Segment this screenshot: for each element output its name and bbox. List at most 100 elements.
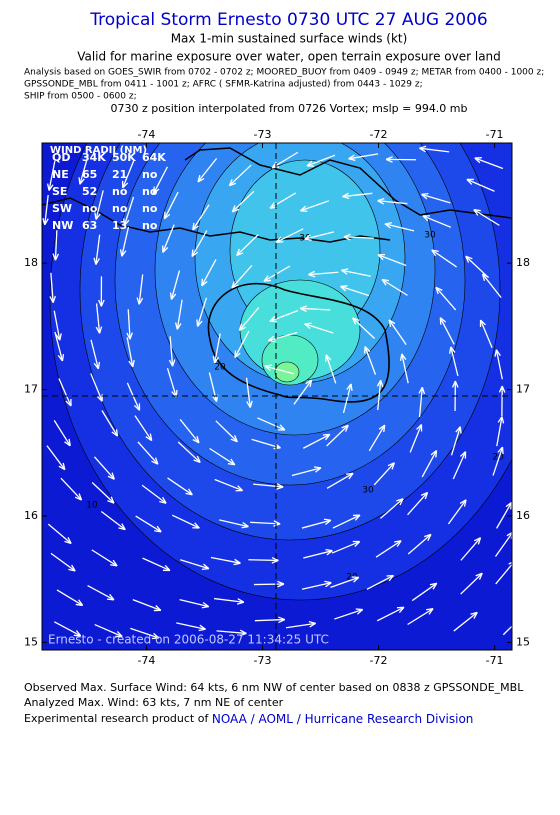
wind-arrow (422, 215, 451, 228)
wind-arrow-head (377, 197, 385, 205)
wind-arrow (191, 230, 208, 257)
wind-arrow (238, 307, 260, 331)
wind-arrow-head (264, 364, 272, 371)
wind-arrow (409, 424, 423, 453)
product-text: Experimental research product of (24, 712, 212, 725)
wind-arrow (264, 365, 295, 375)
wind-arrow (496, 416, 503, 447)
wind-arrow (376, 606, 405, 622)
wind-arrow (368, 424, 386, 452)
wind-arrow-head (325, 548, 333, 556)
y-tick-label: 18 (516, 256, 530, 269)
wind-arrow (166, 368, 177, 398)
wind-arrow-head (481, 273, 490, 282)
wind-arrow-head (435, 286, 443, 295)
wind-arrow-head (475, 572, 483, 580)
wind-arrow-head (352, 540, 361, 548)
wind-arrow (179, 419, 200, 444)
radii-cell: NW (52, 219, 73, 232)
wind-arrow (162, 224, 175, 253)
analysis-line: GPSSONDE_MBL from 0411 - 1001 z; AFRC ( … (24, 80, 423, 90)
wind-arrow-head (300, 205, 308, 212)
wind-arrow-head (396, 498, 404, 506)
wind-arrow-head (385, 156, 393, 163)
radii-cell: 65 (82, 168, 97, 181)
wind-arrow-head (233, 558, 241, 566)
wind-arrow (94, 623, 123, 638)
wind-arrow-head (55, 333, 62, 341)
wind-arrow (431, 249, 457, 268)
wind-arrow (130, 627, 160, 639)
wind-arrow (450, 426, 461, 456)
wind-arrow (231, 190, 255, 213)
wind-arrow-head (322, 433, 331, 441)
wind-arrow-head (198, 624, 206, 632)
link[interactable]: NOAA / AOML / Hurricane Research Divisio… (212, 712, 474, 726)
wind-arrow-head (119, 249, 127, 257)
wind-arrow-head (325, 354, 332, 362)
wind-arrow-head (241, 521, 249, 529)
wind-arrow (163, 191, 179, 220)
wind-arrow (127, 309, 131, 340)
wind-arrow-head (342, 192, 350, 200)
wind-arrow (197, 157, 218, 183)
wind-arrow (304, 323, 334, 334)
wind-arrow-head (230, 435, 238, 443)
wind-arrow (492, 446, 504, 476)
wind-arrow (214, 597, 244, 603)
wind-arrow (48, 160, 56, 191)
wind-arrow-head (323, 518, 332, 526)
wind-arrow (301, 519, 332, 529)
x-tick-label: -72 (370, 128, 388, 141)
wind-arrow-head (267, 335, 276, 343)
wind-arrow-head (110, 559, 118, 567)
wind-arrow-head (93, 257, 100, 265)
wind-arrow (364, 346, 377, 375)
wind-arrow (126, 382, 141, 411)
wind-arrow (453, 611, 478, 632)
analyzed-max: Analyzed Max. Wind: 63 kts, 7 nm NE of c… (24, 696, 284, 709)
wind-arrow (245, 377, 251, 408)
wind-arrow (257, 417, 286, 431)
y-tick-label: 18 (24, 256, 38, 269)
wind-arrow-head (68, 564, 76, 572)
wind-arrow-head (64, 536, 72, 545)
wind-arrow (388, 319, 407, 345)
wind-arrow-head (238, 323, 246, 332)
wind-arrow (300, 200, 329, 212)
wind-arrow (407, 491, 429, 516)
wind-arrow-head (474, 157, 482, 164)
wind-arrow (141, 484, 167, 504)
contours: 30203020102030 (49, 143, 512, 601)
wind-arrow (325, 354, 337, 384)
wind-arrow-head (497, 446, 504, 455)
wind-arrow-head (275, 236, 284, 243)
wind-arrow (90, 339, 100, 370)
wind-arrow (236, 234, 259, 256)
wind-arrow-head (341, 268, 349, 275)
wind-arrow-head (346, 472, 354, 480)
wind-arrow-head (305, 379, 313, 388)
wind-arrow (460, 572, 483, 595)
wind-arrow (326, 472, 354, 489)
wind-arrow-head (231, 205, 240, 213)
wind-arrow (196, 297, 208, 327)
wind-arrow (95, 190, 104, 220)
wind-arrow-head (201, 563, 210, 570)
radii-header: 64K (142, 151, 166, 164)
wind-arrow-head (277, 580, 285, 588)
wind-arrow-head (459, 499, 467, 507)
wind-arrow (79, 155, 89, 185)
wind-arrow-head (49, 295, 56, 304)
wind-arrow-head (352, 514, 361, 521)
wind-arrow-head (424, 533, 432, 541)
wind-arrow-head (95, 326, 103, 334)
wind-arrow (54, 331, 64, 362)
wind-arrow-head (162, 564, 171, 572)
wind-arrow (171, 514, 200, 529)
wind-arrow-head (201, 601, 210, 609)
x-tick-label: -72 (370, 654, 388, 667)
wind-arrow-head (494, 349, 501, 357)
wind-arrow (269, 310, 299, 322)
wind-arrow (375, 540, 402, 558)
